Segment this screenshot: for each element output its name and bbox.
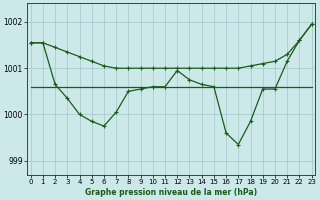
X-axis label: Graphe pression niveau de la mer (hPa): Graphe pression niveau de la mer (hPa) [85, 188, 257, 197]
